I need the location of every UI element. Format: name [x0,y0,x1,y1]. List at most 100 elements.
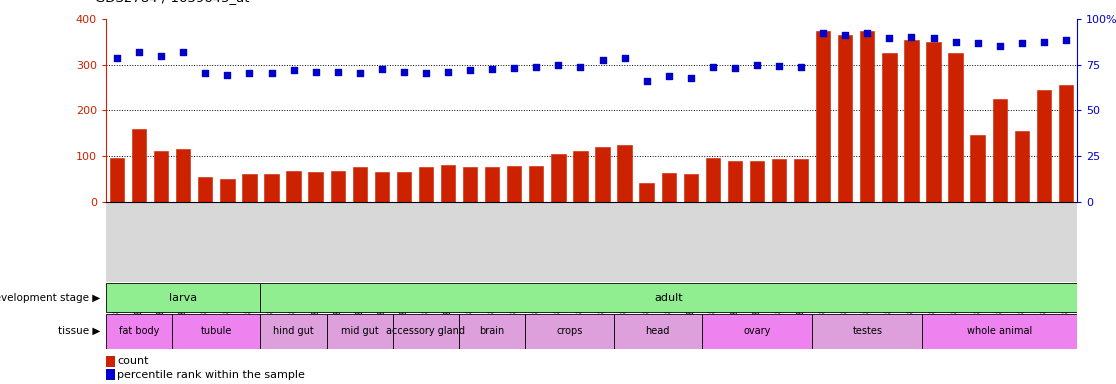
Point [704,64,722,70]
Point [836,32,854,38]
Point [196,70,214,76]
Point [594,57,612,63]
Point [637,78,655,84]
Text: accessory gland: accessory gland [386,326,465,336]
Bar [812,314,923,349]
Bar [199,177,212,202]
Bar [327,314,393,349]
Bar [551,154,566,202]
Point [373,66,391,73]
Point [991,43,1009,49]
Bar [418,167,433,202]
Bar [393,314,459,349]
Bar [684,174,698,202]
Bar [260,314,327,349]
Point [727,65,744,71]
Bar [132,129,146,202]
Text: fat body: fat body [119,326,160,336]
Point [483,66,501,73]
Point [262,70,280,76]
Point [660,73,677,79]
Text: testes: testes [853,326,883,336]
Bar [750,161,764,202]
Bar [838,35,853,202]
Point [881,35,898,41]
Point [350,70,368,76]
Bar [923,314,1077,349]
Bar [705,158,720,202]
Point [969,40,987,46]
Point [439,69,456,75]
Text: tissue ▶: tissue ▶ [58,326,100,336]
Bar [772,159,786,202]
Bar [106,283,260,312]
Bar [926,42,941,202]
Bar [949,53,963,202]
Bar [662,173,676,202]
Bar [507,166,521,202]
Bar [154,151,169,202]
Point [174,49,192,55]
Bar [220,179,234,202]
Bar [816,31,830,202]
Bar [1037,90,1051,202]
Point [903,33,921,40]
Bar [176,149,191,202]
Text: crops: crops [556,326,583,336]
Text: mid gut: mid gut [340,326,378,336]
Point [528,64,546,70]
Bar [172,314,260,349]
Point [571,64,589,70]
Text: brain: brain [480,326,504,336]
Bar [971,136,984,202]
Bar [639,184,654,202]
Bar [860,31,875,202]
Bar [459,314,526,349]
Point [792,64,810,70]
Point [506,65,523,71]
Bar [595,147,609,202]
Bar [308,172,323,202]
Point [395,69,413,75]
Bar [614,314,702,349]
Point [748,62,766,68]
Point [307,69,325,75]
Bar [242,174,257,202]
Bar [904,40,918,202]
Point [616,55,634,61]
Point [1035,39,1052,45]
Bar [992,99,1007,202]
Bar [397,172,411,202]
Point [858,30,876,36]
Point [108,55,126,61]
Text: count: count [117,356,148,366]
Bar [883,53,896,202]
Bar [793,159,808,202]
Text: adult: adult [654,293,683,303]
Point [461,67,479,73]
Bar [1014,131,1029,202]
Bar [109,158,124,202]
Text: tubule: tubule [201,326,232,336]
Point [682,74,700,81]
Bar [574,151,588,202]
Bar [353,167,367,202]
Text: development stage ▶: development stage ▶ [0,293,100,303]
Point [549,62,567,68]
Bar [287,170,300,202]
Text: hind gut: hind gut [273,326,314,336]
Point [219,72,237,78]
Bar [728,161,742,202]
Text: larva: larva [170,293,198,303]
Point [946,39,964,45]
Point [924,35,942,41]
Text: GDS2784 / 1639645_at: GDS2784 / 1639645_at [95,0,249,4]
Point [329,69,347,75]
Bar [441,165,455,202]
Point [1057,36,1075,43]
Bar [106,314,172,349]
Point [815,30,833,36]
Bar [264,174,279,202]
Bar [463,167,478,202]
Point [1013,40,1031,46]
